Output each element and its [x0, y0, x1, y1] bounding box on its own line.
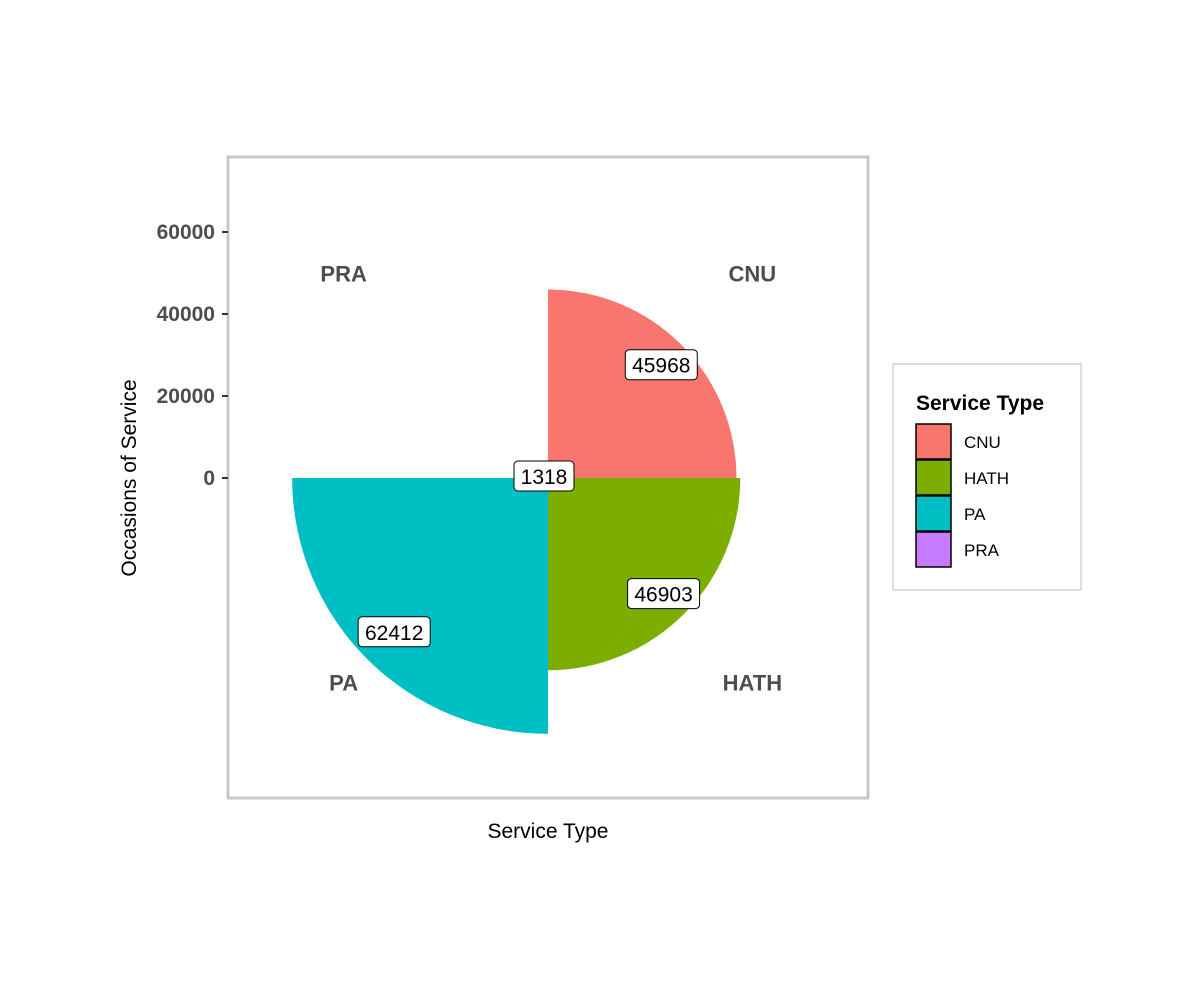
category-label-pra: PRA — [320, 262, 367, 287]
value-label-box — [513, 460, 575, 492]
value-labels: 45968 46903 62412 1318 — [357, 349, 701, 648]
y-tick-label: 0 — [203, 467, 215, 490]
legend-items: CNU HATH PA PRA — [915, 423, 1009, 568]
x-axis-title: Service Type — [487, 820, 608, 843]
legend-label-pa: PA — [964, 505, 986, 524]
category-label-cnu: CNU — [729, 262, 777, 287]
value-label-pa: 62412 — [357, 616, 431, 648]
y-axis-title: Occasions of Service — [118, 379, 141, 576]
wedges — [292, 289, 741, 734]
legend-key-pra — [915, 531, 952, 568]
wedge-pa — [292, 478, 548, 734]
legend-key-cnu — [915, 423, 952, 460]
y-tick-label: 60000 — [157, 221, 215, 244]
y-tick-label: 40000 — [157, 303, 215, 326]
value-label-box — [357, 616, 431, 648]
legend-label-pra: PRA — [964, 541, 1000, 560]
y-tick-label: 20000 — [157, 385, 215, 408]
wedge-hath — [548, 478, 741, 671]
value-label-text: 46903 — [634, 584, 692, 607]
legend-key-hath — [915, 459, 952, 496]
legend: Service Type CNU HATH PA PRA — [892, 363, 1082, 591]
category-labels: CNU HATH PA PRA — [320, 262, 782, 696]
category-label-hath: HATH — [723, 670, 782, 695]
wedge-cnu — [548, 289, 737, 478]
value-label-pra: 1318 — [513, 460, 575, 492]
value-label-box — [627, 578, 701, 610]
value-label-cnu: 45968 — [624, 349, 698, 381]
legend-label-cnu: CNU — [964, 433, 1001, 452]
value-label-box — [624, 349, 698, 381]
value-label-text: 62412 — [365, 622, 423, 645]
legend-key-pa — [915, 495, 952, 532]
value-label-hath: 46903 — [627, 578, 701, 610]
category-label-pa: PA — [329, 670, 358, 695]
legend-label-hath: HATH — [964, 469, 1009, 488]
y-axis-ticks: 0 20000 40000 60000 — [157, 221, 228, 490]
value-label-text: 1318 — [521, 466, 568, 489]
value-label-text: 45968 — [632, 355, 690, 378]
legend-title: Service Type — [916, 392, 1044, 415]
